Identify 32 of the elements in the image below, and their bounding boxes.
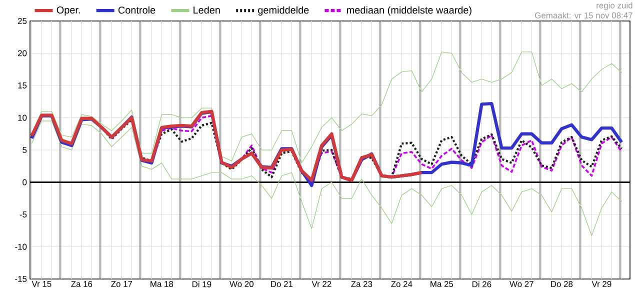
y-tick-label: 15: [18, 82, 27, 88]
y-tick-label: -15: [15, 276, 27, 282]
x-tick-label: Vr 22: [312, 281, 332, 287]
legend-label: mediaan (middelste waarde): [347, 6, 472, 16]
legend-label: Oper.: [56, 6, 80, 16]
x-tick-label: Zo 17: [111, 281, 132, 287]
x-tick-label: Do 28: [551, 281, 573, 288]
y-tick-label: 5: [22, 147, 27, 153]
x-tick-label: Ma 25: [430, 281, 454, 288]
legend-label: gemiddelde: [258, 6, 309, 16]
line-series: [30, 110, 424, 182]
text: regio zuid: [596, 2, 632, 10]
legend-label: Leden: [194, 6, 220, 14]
x-tick-label: Do 21: [271, 281, 293, 288]
x-tick-label: Za 16: [71, 281, 92, 288]
y-tick-label: 20: [18, 50, 27, 56]
text: Gemaakt: vr 15 nov 08:47: [535, 12, 632, 18]
y-tick-label: 25: [18, 18, 27, 24]
x-tick-label: Vr 15: [32, 281, 52, 287]
x-tick-label: Wo 20: [230, 281, 254, 288]
x-tick-label: Za 23: [351, 281, 372, 288]
x-tick-label: Vr 29: [592, 281, 612, 288]
y-tick-label: 0: [22, 179, 27, 186]
legend-label: Controle: [118, 6, 156, 14]
x-tick-label: Di 26: [472, 281, 492, 288]
x-tick-label: Ma 18: [150, 281, 174, 288]
y-tick-label: 10: [18, 114, 27, 121]
x-tick-label: Di 19: [192, 281, 212, 288]
x-tick-label: Zo 24: [391, 281, 412, 288]
y-tick-label: -10: [15, 244, 27, 250]
y-tick-label: -5: [20, 212, 27, 218]
x-tick-label: Wo 27: [510, 281, 534, 288]
